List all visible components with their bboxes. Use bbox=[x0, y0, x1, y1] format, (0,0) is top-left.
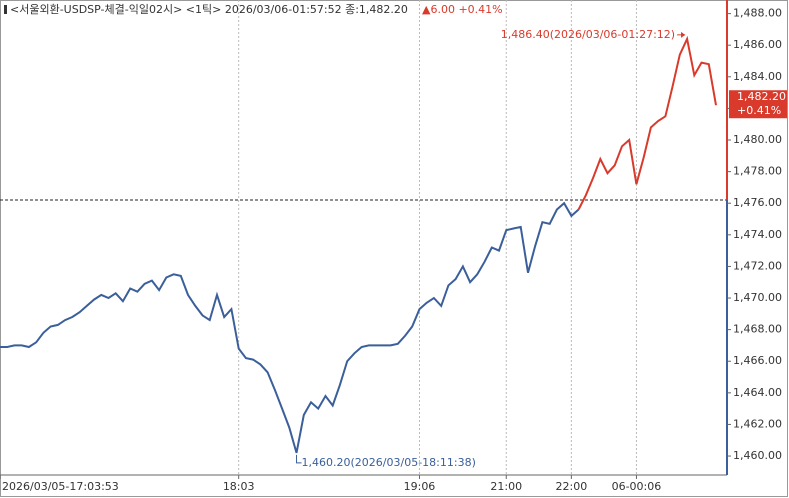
y-tick-label: 1,478.00 bbox=[733, 165, 782, 178]
x-tick-label: 22:00 bbox=[556, 480, 588, 493]
x-tick-label: 21:00 bbox=[490, 480, 522, 493]
y-tick-label: 1,474.00 bbox=[733, 228, 782, 241]
annotation: 1,460.20(2026/03/05-18:11:38) bbox=[302, 456, 476, 469]
annotation-arrowhead bbox=[681, 31, 686, 38]
header-marker bbox=[4, 5, 7, 14]
x-tick-label: 2026/03/05-17:03:53 bbox=[2, 480, 119, 493]
y-tick-label: 1,486.00 bbox=[733, 38, 782, 51]
price-tag-change: +0.41% bbox=[737, 104, 781, 117]
y-tick-label: 1,472.00 bbox=[733, 259, 782, 272]
y-tick-label: 1,476.00 bbox=[733, 196, 782, 209]
annotation-arrow bbox=[296, 454, 302, 464]
y-tick-label: 1,484.00 bbox=[733, 70, 782, 83]
y-tick-label: 1,468.00 bbox=[733, 323, 782, 336]
change-label: ▲6.00 +0.41% bbox=[422, 3, 503, 16]
y-tick-label: 1,470.00 bbox=[733, 291, 782, 304]
y-tick-label: 1,462.00 bbox=[733, 417, 782, 430]
annotation: 1,486.40(2026/03/06-01:27:12) bbox=[501, 28, 675, 41]
x-tick-label: 18:03 bbox=[223, 480, 255, 493]
y-tick-label: 1,464.00 bbox=[733, 386, 782, 399]
y-tick-label: 1,480.00 bbox=[733, 133, 782, 146]
x-tick-label: 06-00:06 bbox=[612, 480, 662, 493]
y-tick-label: 1,488.00 bbox=[733, 7, 782, 20]
price-line bbox=[577, 35, 717, 210]
price-tag-label: 1,482.20 bbox=[737, 90, 786, 103]
price-line bbox=[0, 201, 580, 454]
y-tick-label: 1,466.00 bbox=[733, 354, 782, 367]
chart-title: <서울외환-USDSP-체결-익일02시> <1틱> 2026/03/06-01… bbox=[10, 2, 408, 16]
x-tick-label: 19:06 bbox=[404, 480, 436, 493]
price-tag bbox=[729, 90, 787, 119]
y-tick-label: 1,460.00 bbox=[733, 449, 782, 462]
